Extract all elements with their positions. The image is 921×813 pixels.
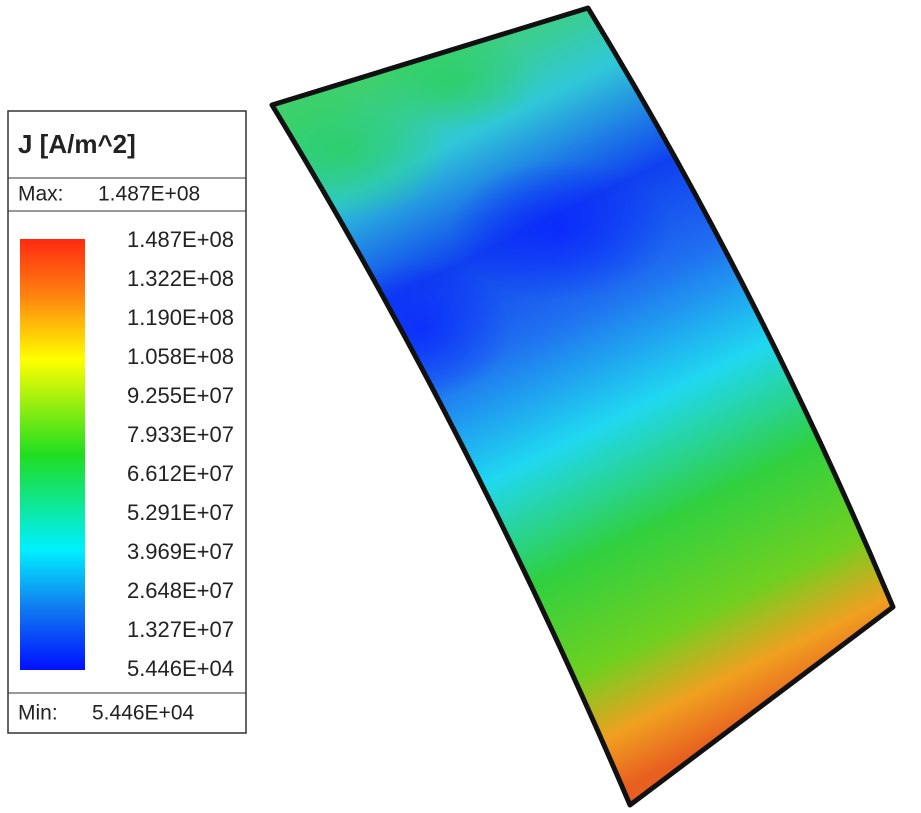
- tick-label: 1.327E+07: [127, 617, 234, 642]
- tick-label: 1.190E+08: [127, 305, 234, 330]
- max-label: Max:: [18, 183, 64, 206]
- min-label: Min:: [18, 702, 58, 725]
- tick-label: 7.933E+07: [127, 422, 234, 447]
- tick-label: 6.612E+07: [127, 461, 234, 486]
- tick-label: 9.255E+07: [127, 383, 234, 408]
- max-value: 1.487E+08: [98, 183, 200, 206]
- tick-label: 1.322E+08: [127, 266, 234, 291]
- plate-outline: [269, 5, 896, 808]
- tick-label: 5.291E+07: [127, 500, 234, 525]
- min-value: 5.446E+04: [92, 702, 195, 725]
- tick-label: 1.487E+08: [127, 227, 234, 252]
- color-bar: [20, 239, 85, 670]
- tick-label: 1.058E+08: [127, 344, 234, 369]
- legend: J [A/m^2] Max: 1.487E+08 1.487E+08 1.322E…: [7, 110, 247, 734]
- legend-title: J [A/m^2]: [18, 129, 136, 159]
- tick-label: 2.648E+07: [127, 578, 234, 603]
- tick-labels: 1.487E+08 1.322E+08 1.190E+08 1.058E+08 9.25…: [127, 227, 234, 681]
- current-density-field: [272, 8, 893, 805]
- tick-label: 5.446E+04: [127, 656, 234, 681]
- tick-label: 3.969E+07: [127, 539, 234, 564]
